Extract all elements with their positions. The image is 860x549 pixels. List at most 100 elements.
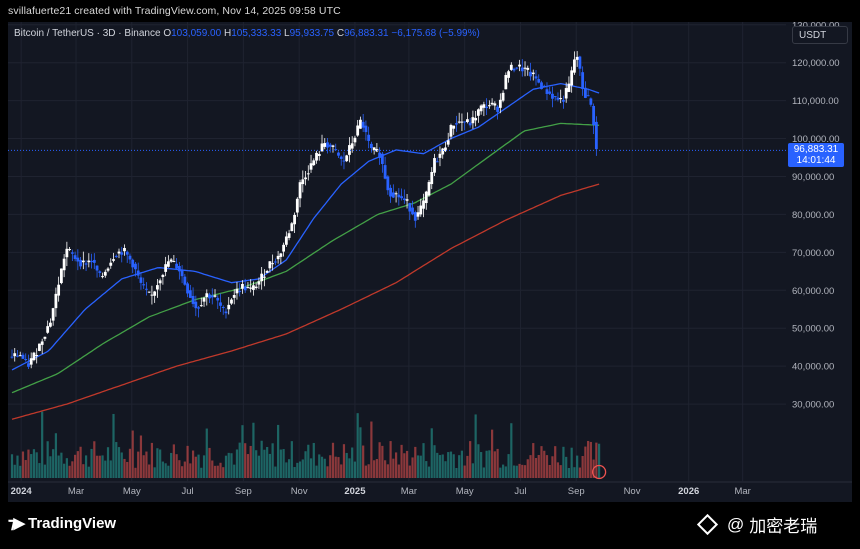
volume-bar [32,449,36,478]
volume-bar [386,464,389,478]
candle-body [103,271,107,276]
volume-bar [359,427,362,478]
volume-bar [159,449,162,478]
candle-body [128,255,132,260]
candle-body [142,284,146,286]
volume-bar [175,454,178,478]
volume-bar [101,455,104,478]
candle-body [326,142,329,148]
volume-bar [54,433,57,478]
chart-panel[interactable]: 30,000.00 40,000.00 50,000.00 60,000.00 70,0… [8,22,852,502]
candle-body [493,103,497,106]
moving-average-slow [11,183,600,420]
candle-body [553,96,557,98]
volume-bar [565,456,568,478]
candle-body [252,285,255,290]
candle-body [592,105,596,126]
volume-bar [471,463,475,478]
candle-body [219,302,222,306]
candle-body [227,304,231,310]
legend-open-label: O [163,28,172,39]
tradingview-logo-icon: ⁊▶ [8,515,25,532]
candle-body [175,263,179,269]
y-tick-label: 40,000.00 [792,362,834,373]
candle-body [68,249,72,251]
volume-bar [43,464,47,478]
candle-body [534,76,538,79]
volume-bar [491,429,494,478]
candle-body [230,299,233,304]
candle-body [476,109,480,116]
candle-body [35,355,39,357]
price-chart-svg: 30,000.00 40,000.00 50,000.00 60,000.00 70,0… [8,22,852,497]
volume-bar [573,467,576,478]
volume-bar [84,455,88,478]
candle-body [559,98,563,100]
candle-body [573,59,576,73]
volume-bar [463,465,466,478]
volume-bar [106,447,110,478]
candle-body [545,89,549,94]
volume-bar [211,460,214,478]
candle-body [188,290,192,298]
candle-body [551,93,554,99]
volume-bar [60,452,63,478]
candle-body [515,67,519,69]
candle-body [485,106,489,109]
candle-body [380,153,384,164]
candle-body [369,143,373,149]
candle-body [10,356,14,358]
candle-body [199,305,203,307]
legend-close-label: C [336,28,345,39]
candle-body [523,67,527,69]
candle-body [529,71,532,77]
volume-bar [10,454,14,478]
candle-body [18,355,22,357]
volume-bar [384,460,387,478]
event-flash-icon [591,464,607,480]
x-tick-label: Mar [68,486,84,497]
candle-body [345,155,349,162]
candle-body [257,281,261,285]
candle-body [27,363,30,367]
candle-body [413,212,417,221]
volume-bar [441,454,444,478]
candle-body [16,355,19,357]
candle-body [76,257,80,262]
volume-bar [501,464,505,478]
candle-body [284,236,288,245]
volume-bar [274,466,277,478]
candle-body [246,287,250,289]
volume-bar [213,465,217,478]
y-tick-label: 110,000.00 [792,96,839,107]
candle-body [422,200,425,209]
volume-bar [167,465,170,478]
candle-body [594,121,598,150]
candle-body [315,152,318,161]
volume-bar [348,458,351,478]
candle-body [265,270,269,273]
y-tick-label: 80,000.00 [792,210,834,221]
y-tick-label: 100,000.00 [792,134,840,145]
volume-bar [408,465,411,478]
volume-bar [477,444,480,478]
candle-body [298,182,302,199]
volume-bar [397,464,400,478]
volume-bar [493,451,496,478]
volume-bar [271,443,274,478]
candle-body [301,179,305,185]
volume-bar [178,460,181,478]
currency-selector[interactable]: USDT [792,26,848,44]
legend-symbol: Bitcoin / TetherUS · 3D · Binance [14,28,161,39]
volume-bar [482,467,485,478]
volume-bar [578,467,581,478]
volume-bar [307,444,310,478]
volume-bar [323,458,326,478]
candle-body [312,160,316,166]
volume-bar [164,463,167,478]
tradingview-logo[interactable]: ⁊▶ TradingView [8,514,116,533]
volume-bar [515,465,518,478]
volume-bar [378,442,381,478]
candle-body [164,264,168,272]
candle-body [29,358,33,365]
